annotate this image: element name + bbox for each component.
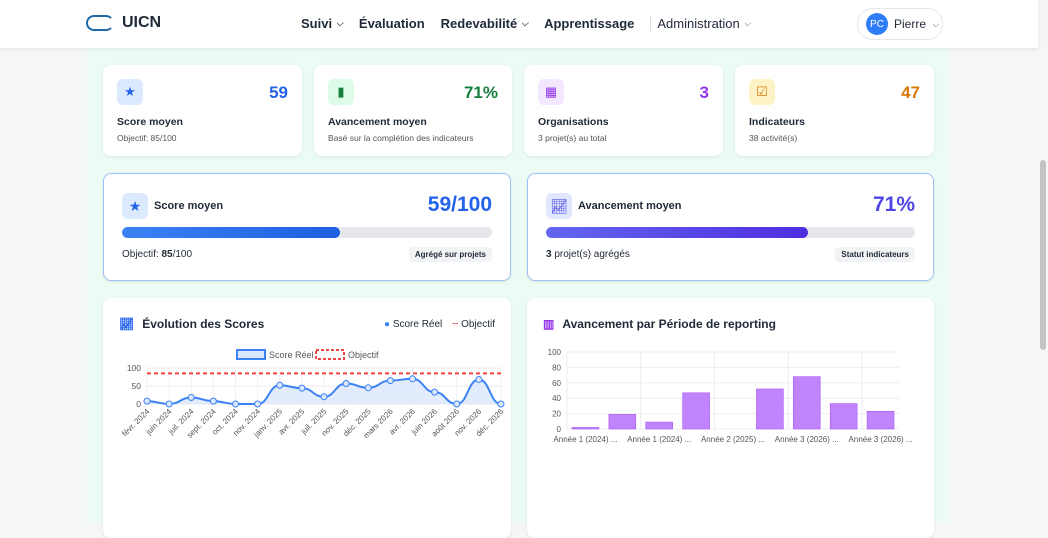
chevron-down-icon: ⌵ [932,18,939,29]
nav-redevabilite[interactable]: Redevabilité ⌵ [440,16,529,31]
legend-swatch-score [236,349,266,360]
avatar: PC [866,13,888,35]
stat-card: ☑ 47 Indicateurs 38 activité(s) [735,65,934,156]
checklist-icon: ☑ [749,79,775,105]
y-tick: 50 [132,381,142,391]
scrollbar[interactable] [1038,0,1048,522]
bar [608,414,637,430]
trend-icon: 📈︎ [119,317,135,331]
nav-suivi[interactable]: Suivi ⌵ [301,16,343,31]
legend-label: Score Réel [269,350,314,360]
score-point [298,384,306,392]
nav-evaluation[interactable]: Évaluation [358,16,425,31]
status-badge: Agrégé sur projets [408,247,492,262]
bar [829,403,858,430]
periods-chart-card: ▥ Avancement par Période de reporting 0 20… [527,298,934,538]
y-tick: 20 [552,410,561,419]
score-point [364,384,372,392]
logo-icon [86,15,114,31]
x-tick: Année 3 (2026) ... [775,435,839,444]
bar [866,410,895,430]
legend-swatch-objectif [315,349,345,360]
trend-icon: 📈︎ [546,193,572,219]
score-point [431,388,439,396]
nav-administration[interactable]: Administration ⌵ [650,16,751,31]
bar [756,388,784,430]
score-progress-bar [122,227,492,238]
user-menu[interactable]: PC Pierre ⌵ [857,8,943,40]
y-tick: 0 [136,399,141,409]
stat-card: ★ 59 Score moyen Objectif: 85/100 [103,65,302,156]
score-point [187,394,195,402]
star-icon: ★ [117,79,143,105]
score-point [453,400,461,408]
chevron-down-icon: ⌵ [743,18,751,28]
score-area [147,378,501,404]
bar [793,376,821,430]
status-badge: Statut indicateurs [835,247,915,262]
score-point [342,379,350,387]
y-tick: 100 [548,348,562,357]
x-tick: Année 2 (2025) ... [701,435,765,444]
score-point [143,397,151,405]
star-icon: ★ [122,193,148,219]
x-tick: Année 1 (2024) ... [627,435,691,444]
bar [682,392,710,430]
score-point [254,400,262,408]
bar-chart-icon: ▥ [543,317,555,331]
bar-chart-icon: ▮ [328,79,354,105]
bar [571,427,600,430]
chevron-down-icon: ⌵ [521,18,529,28]
score-point [386,377,394,385]
score-point [209,397,217,405]
bar [645,421,673,430]
progress-card: 📈︎ Avancement moyen 71% 3 projet(s) agré… [527,173,934,281]
progress-bar [546,227,915,238]
y-tick: 40 [552,394,561,403]
nav-apprentissage[interactable]: Apprentissage [544,16,635,31]
y-tick: 0 [557,425,562,434]
score-point [475,376,483,384]
y-tick: 60 [552,379,561,388]
score-point [320,393,328,401]
x-tick: Année 3 (2026) ... [849,435,913,444]
score-point [409,375,416,383]
y-tick: 80 [552,363,561,372]
score-card: ★ Score moyen 59/100 Objectif: 85/100 Ag… [103,173,511,281]
score-point [497,400,505,408]
score-point [276,381,284,389]
logo[interactable]: UICN [86,14,161,32]
bar-chart: 0 20 40 60 80 100 Année 1 (2024) ... Année 1 (2… [548,348,913,444]
x-tick: Année 1 (2024) ... [553,435,617,444]
chevron-down-icon: ⌵ [336,18,343,28]
scores-chart-card: 📈︎ Évolution des Scores ● Score Réel ╌ Obj… [103,298,511,538]
top-nav: UICN Suivi ⌵ Évaluation Redevabilité ⌵ App… [0,0,1038,48]
stat-card: ▦ 3 Organisations 3 projet(s) au total [524,65,723,156]
stat-card: ▮ 71% Avancement moyen Basé sur la compl… [314,65,512,156]
score-point [165,400,173,408]
legend-label: Objectif [348,350,379,360]
score-point [232,400,239,408]
building-icon: ▦ [538,79,564,105]
y-tick: 100 [127,363,141,373]
